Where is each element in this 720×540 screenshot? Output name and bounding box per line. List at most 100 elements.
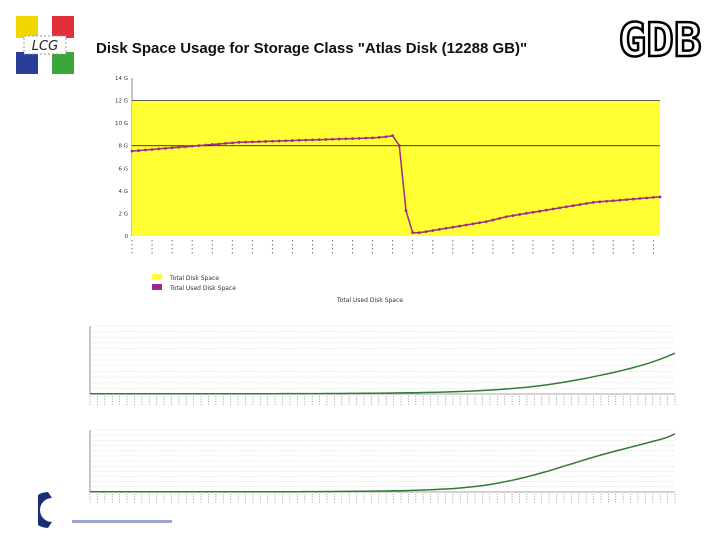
used-space-point	[204, 143, 207, 147]
used-space-point	[658, 195, 662, 199]
y-tick-label: 2 G	[118, 211, 128, 217]
used-space-point	[143, 148, 147, 152]
used-space-point	[498, 216, 501, 220]
used-space-point	[170, 146, 174, 150]
used-space-point	[578, 203, 582, 206]
used-space-point	[571, 204, 575, 208]
used-space-point	[224, 142, 227, 145]
used-space-point	[331, 137, 334, 141]
used-space-point	[344, 137, 348, 141]
reference-lines	[132, 100, 660, 147]
total-disk-space-area	[132, 100, 660, 236]
y-tick-label: 12 G	[115, 99, 128, 105]
used-space-point	[417, 231, 421, 235]
used-space-point	[631, 197, 635, 201]
used-space-point	[484, 220, 488, 224]
used-space-point	[197, 144, 201, 148]
used-space-point	[411, 231, 415, 235]
used-space-point	[351, 137, 354, 140]
lcg-logo-red-square	[52, 16, 74, 38]
institution-logo-mark	[38, 492, 52, 528]
used-space-point	[317, 138, 321, 142]
legend-label-used: Total Used Disk Space	[169, 285, 236, 292]
used-space-point	[551, 207, 555, 211]
used-space-point	[357, 136, 361, 140]
used-space-point	[531, 210, 535, 214]
y-axis: 0 2 G 4 G 6 G 8 G 10 G 12 G 14 G	[115, 76, 133, 240]
used-space-point	[611, 199, 615, 203]
legend-label-total: Total Disk Space	[169, 275, 219, 282]
used-space-point	[377, 135, 381, 139]
x-axis-ticks	[89, 396, 676, 406]
used-space-point	[638, 197, 642, 200]
used-space-point	[244, 140, 248, 144]
y-tick-label: 8 G	[118, 144, 128, 150]
used-space-point	[177, 145, 181, 149]
legend: Total Disk Space Total Used Disk Space	[152, 274, 236, 292]
used-space-point	[311, 138, 314, 142]
used-space-point	[304, 138, 308, 142]
used-space-point	[458, 224, 461, 228]
used-space-point	[291, 139, 294, 142]
used-space-point	[397, 144, 401, 148]
slide-title: Disk Space Usage for Storage Class "Atla…	[96, 40, 528, 57]
used-space-point	[270, 139, 274, 143]
used-space-point	[184, 145, 187, 149]
chart-title: Total Used Disk Space	[336, 297, 403, 304]
used-space-point	[297, 138, 301, 142]
used-space-point	[444, 226, 448, 230]
disk-usage-chart: 0 2 G 4 G 6 G 8 G 10 G 12 G 14 G Total Disk Spa…	[115, 76, 662, 292]
used-space-point	[337, 137, 341, 141]
used-space-point	[164, 146, 167, 150]
y-tick-label: 0	[125, 234, 129, 240]
used-space-point	[471, 222, 475, 226]
used-space-point	[384, 135, 388, 139]
used-space-points	[130, 134, 662, 235]
used-space-point	[277, 139, 281, 143]
lcg-logo-text: LCG	[32, 39, 58, 54]
x-axis-ticks	[89, 494, 676, 504]
used-space-point	[217, 142, 221, 146]
used-space-point	[451, 225, 455, 229]
used-space-point	[230, 141, 234, 145]
legend-swatch-total	[152, 274, 162, 280]
used-space-point	[137, 149, 141, 152]
lcg-logo-blue-square	[16, 52, 38, 74]
used-space-point	[645, 196, 649, 200]
used-space-point	[478, 221, 481, 225]
growth-line	[90, 352, 676, 395]
used-space-point	[565, 205, 568, 209]
used-space-point	[157, 147, 161, 151]
institution-logo	[38, 492, 172, 528]
used-space-point	[438, 227, 441, 231]
used-space-point	[618, 198, 622, 202]
used-space-point	[210, 143, 214, 146]
used-space-point	[651, 196, 655, 199]
used-space-point	[585, 202, 588, 205]
used-space-point	[250, 140, 254, 144]
used-space-point	[391, 134, 395, 138]
y-tick-label: 4 G	[118, 189, 128, 195]
used-space-point	[491, 218, 495, 222]
used-space-point	[364, 136, 368, 140]
growth-chart-upper: Total Used Disk Space	[89, 297, 676, 406]
used-space-point	[524, 212, 528, 215]
lcg-logo-yellow-square	[16, 16, 38, 38]
used-space-point	[431, 229, 435, 232]
legend-swatch-used	[152, 284, 162, 290]
used-space-point	[591, 200, 595, 204]
lcg-logo-green-square	[52, 52, 74, 74]
used-space-point	[371, 136, 375, 140]
used-space-point	[264, 140, 268, 143]
used-space-point	[424, 230, 428, 233]
x-axis-ticks	[131, 240, 654, 256]
used-space-point	[150, 148, 154, 151]
gdb-logo-text: GDB	[618, 13, 701, 64]
lcg-logo-label-box	[23, 35, 67, 55]
used-space-point	[324, 138, 328, 141]
y-tick-label: 10 G	[115, 121, 128, 127]
used-space-point	[511, 214, 515, 218]
gridlines	[89, 429, 675, 493]
used-space-point	[625, 198, 628, 202]
institution-logo-rule	[72, 520, 172, 523]
